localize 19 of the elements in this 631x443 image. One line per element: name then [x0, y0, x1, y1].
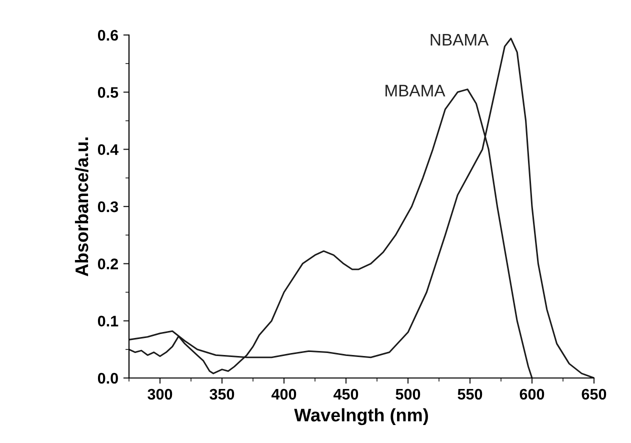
- y-tick-label: 0.5: [98, 87, 118, 98]
- y-tick-label: 0.0: [98, 372, 118, 384]
- y-tick-label: 0.4: [98, 144, 119, 156]
- x-tick-label: 550: [458, 388, 482, 400]
- x-tick-label: 500: [396, 388, 420, 400]
- x-axis-title: Wavelngth (nm): [294, 408, 428, 426]
- y-tick-label: 0.2: [98, 258, 118, 270]
- y-tick-label: 0.6: [98, 30, 118, 41]
- x-tick-label: 350: [210, 388, 234, 400]
- series-label: MBAMA: [386, 84, 446, 96]
- series-label: NBAMA: [430, 34, 489, 46]
- x-tick-label: 650: [582, 388, 606, 400]
- x-tick-label: 400: [271, 388, 296, 400]
- x-tick-label: 600: [520, 388, 544, 400]
- x-tick-label: 450: [333, 388, 358, 400]
- x-tick-label: 300: [148, 388, 172, 400]
- y-tick-label: 0.3: [98, 201, 118, 212]
- y-axis-title: Absorbance/a.u.: [74, 138, 88, 276]
- y-tick-label: 0.1: [98, 316, 118, 327]
